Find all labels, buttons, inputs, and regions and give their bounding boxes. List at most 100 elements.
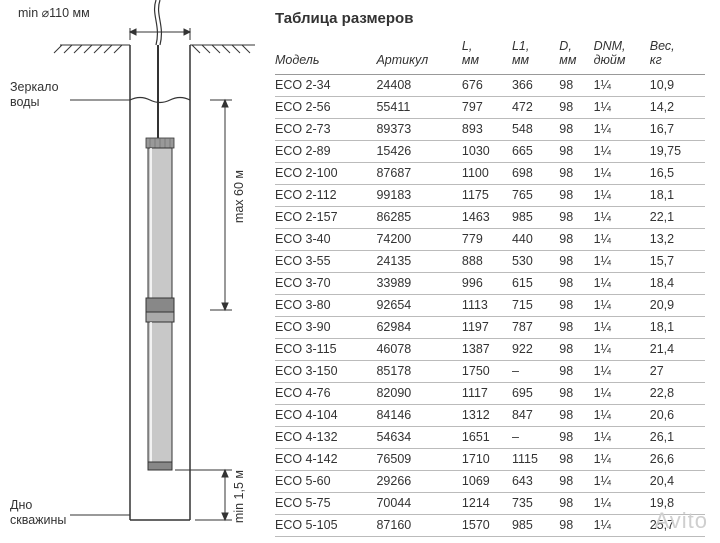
water-mirror-label-2: воды <box>10 95 39 109</box>
table-cell: 1¼ <box>594 140 650 162</box>
table-cell: 98 <box>559 448 593 470</box>
table-cell: 29266 <box>376 470 461 492</box>
table-cell: ECO 3-70 <box>275 272 376 294</box>
table-title: Таблица размеров <box>275 10 705 27</box>
watermark: Avito <box>654 508 708 534</box>
table-cell: 1115 <box>512 448 559 470</box>
table-cell: 62984 <box>376 316 461 338</box>
table-row: ECO 3-90629841197787981¼18,1 <box>275 316 705 338</box>
column-header: Вес,кг <box>650 35 705 74</box>
table-cell: 472 <box>512 96 559 118</box>
table-cell: 22,1 <box>650 206 705 228</box>
table-cell: 87687 <box>376 162 461 184</box>
table-cell: 89373 <box>376 118 461 140</box>
table-cell: ECO 2-73 <box>275 118 376 140</box>
table-cell: 676 <box>462 74 512 96</box>
table-cell: 779 <box>462 228 512 250</box>
table-cell: 87160 <box>376 514 461 536</box>
table-cell: 985 <box>512 514 559 536</box>
table-row: ECO 4-132546341651–981¼26,1 <box>275 426 705 448</box>
table-cell: 1¼ <box>594 492 650 514</box>
table-row: ECO 5-75700441214735981¼19,8 <box>275 492 705 514</box>
table-cell: 19,75 <box>650 140 705 162</box>
table-cell: 1710 <box>462 448 512 470</box>
table-row: ECO 2-5655411797472981¼14,2 <box>275 96 705 118</box>
table-cell: 893 <box>462 118 512 140</box>
table-cell: 1¼ <box>594 96 650 118</box>
table-cell: 98 <box>559 272 593 294</box>
table-cell: 1¼ <box>594 360 650 382</box>
table-cell: 22,8 <box>650 382 705 404</box>
table-cell: 74200 <box>376 228 461 250</box>
table-cell: 1¼ <box>594 228 650 250</box>
column-header: L1,мм <box>512 35 559 74</box>
table-cell: 922 <box>512 338 559 360</box>
table-cell: ECO 3-80 <box>275 294 376 316</box>
table-cell: 1651 <box>462 426 512 448</box>
table-cell: ECO 3-55 <box>275 250 376 272</box>
table-cell: ECO 4-132 <box>275 426 376 448</box>
table-cell: 1387 <box>462 338 512 360</box>
table-cell: 98 <box>559 184 593 206</box>
table-row: ECO 3-80926541113715981¼20,9 <box>275 294 705 316</box>
table-cell: 98 <box>559 74 593 96</box>
table-cell: 1¼ <box>594 74 650 96</box>
table-cell: ECO 2-112 <box>275 184 376 206</box>
table-cell: ECO 3-115 <box>275 338 376 360</box>
table-cell: 98 <box>559 228 593 250</box>
table-cell: 1312 <box>462 404 512 426</box>
table-cell: 13,2 <box>650 228 705 250</box>
table-cell: ECO 5-75 <box>275 492 376 514</box>
table-row: ECO 3-4074200779440981¼13,2 <box>275 228 705 250</box>
table-cell: 98 <box>559 118 593 140</box>
table-cell: 1214 <box>462 492 512 514</box>
table-row: ECO 4-1427650917101115981¼26,6 <box>275 448 705 470</box>
table-cell: 1¼ <box>594 470 650 492</box>
table-cell: ECO 4-104 <box>275 404 376 426</box>
table-cell: 98 <box>559 426 593 448</box>
table-row: ECO 3-150851781750–981¼27 <box>275 360 705 382</box>
table-cell: 98 <box>559 250 593 272</box>
table-cell: 26,6 <box>650 448 705 470</box>
table-cell: 1030 <box>462 140 512 162</box>
table-cell: 82090 <box>376 382 461 404</box>
table-cell: 996 <box>462 272 512 294</box>
table-cell: 643 <box>512 470 559 492</box>
table-cell: 24135 <box>376 250 461 272</box>
table-cell: 98 <box>559 514 593 536</box>
table-cell: 1¼ <box>594 162 650 184</box>
table-cell: ECO 4-142 <box>275 448 376 470</box>
column-header: L,мм <box>462 35 512 74</box>
column-header: DNM,дюйм <box>594 35 650 74</box>
table-cell: 530 <box>512 250 559 272</box>
table-cell: 1¼ <box>594 316 650 338</box>
table-row: ECO 3-7033989996615981¼18,4 <box>275 272 705 294</box>
table-cell: 1¼ <box>594 404 650 426</box>
table-cell: 787 <box>512 316 559 338</box>
table-row: ECO 5-60292661069643981¼20,4 <box>275 470 705 492</box>
table-cell: 1463 <box>462 206 512 228</box>
table-cell: – <box>512 426 559 448</box>
table-cell: 735 <box>512 492 559 514</box>
max-depth-label: max 60 м <box>232 170 246 223</box>
table-cell: 715 <box>512 294 559 316</box>
table-cell: 1570 <box>462 514 512 536</box>
table-row: ECO 4-104841461312847981¼20,6 <box>275 404 705 426</box>
table-cell: 1750 <box>462 360 512 382</box>
table-row: ECO 3-5524135888530981¼15,7 <box>275 250 705 272</box>
table-cell: 665 <box>512 140 559 162</box>
table-cell: 698 <box>512 162 559 184</box>
table-cell: 98 <box>559 162 593 184</box>
table-cell: 55411 <box>376 96 461 118</box>
table-cell: 92654 <box>376 294 461 316</box>
column-header: D,мм <box>559 35 593 74</box>
table-cell: 15426 <box>376 140 461 162</box>
well-bottom-label-2: скважины <box>10 513 66 527</box>
table-cell: 98 <box>559 360 593 382</box>
table-cell: ECO 4-76 <box>275 382 376 404</box>
table-row: ECO 2-100876871100698981¼16,5 <box>275 162 705 184</box>
table-cell: 797 <box>462 96 512 118</box>
min-clearance-label: min 1,5 м <box>232 470 246 523</box>
table-row: ECO 4-76820901117695981¼22,8 <box>275 382 705 404</box>
table-cell: 1100 <box>462 162 512 184</box>
